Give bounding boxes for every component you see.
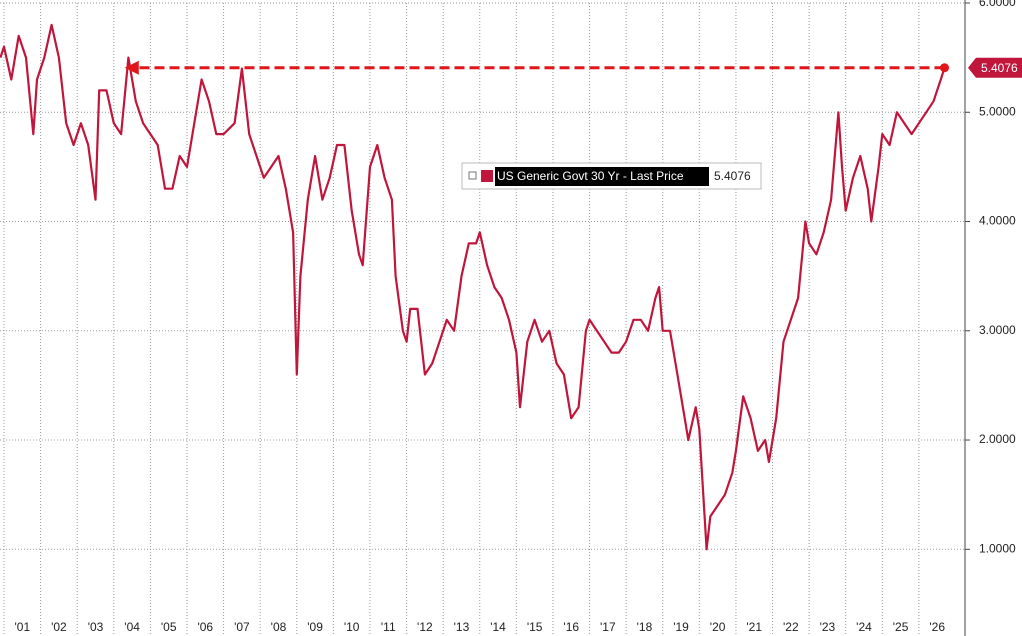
x-tick-label: '15 [527, 620, 543, 634]
legend-name-bg [495, 167, 709, 186]
legend-icon [468, 171, 477, 180]
x-tick-label: '20 [710, 620, 726, 634]
x-tick-label: '02 [51, 620, 67, 634]
y-tick-label: 3.0000 [979, 323, 1016, 337]
x-tick-label: '12 [417, 620, 433, 634]
price-tag-label: 5.4076 [981, 61, 1018, 75]
x-tick-label: '06 [197, 620, 213, 634]
x-tick-label: '05 [161, 620, 177, 634]
arrow-head [124, 60, 139, 75]
y-tick-label: 4.0000 [979, 214, 1016, 228]
x-tick-label: '01 [15, 620, 31, 634]
x-tick-label: '03 [88, 620, 104, 634]
legend: US Generic Govt 30 Yr - Last Price 5.4076 [461, 162, 762, 190]
legend-swatch [481, 170, 493, 182]
x-tick-label: '21 [746, 620, 762, 634]
x-tick-label: '16 [563, 620, 579, 634]
x-tick-label: '07 [234, 620, 250, 634]
x-tick-label: '14 [490, 620, 506, 634]
y-tick-label: 6.0000 [979, 0, 1016, 9]
x-tick-label: '17 [600, 620, 616, 634]
x-tick-label: '11 [381, 620, 396, 634]
price-tag [968, 57, 1022, 78]
legend-name: US Generic Govt 30 Yr - Last Price [497, 169, 684, 183]
x-tick-label: '24 [856, 620, 872, 634]
line [0, 23, 946, 551]
x-tick-label: '19 [673, 620, 689, 634]
x-tick-label: '09 [307, 620, 323, 634]
x-tick-label: '10 [344, 620, 360, 634]
x-tick-label: '23 [820, 620, 836, 634]
x-tick-label: '26 [929, 620, 945, 634]
x-tick-label: '04 [124, 620, 140, 634]
x-tick-label: '18 [637, 620, 653, 634]
x-tick-label: '08 [271, 620, 287, 634]
y-tick-label: 2.0000 [979, 432, 1016, 446]
legend-value: 5.4076 [714, 169, 751, 183]
x-tick-label: '13 [454, 620, 470, 634]
last-point [940, 63, 950, 73]
x-tick-label: '22 [783, 620, 799, 634]
y-tick-label: 5.0000 [979, 104, 1016, 118]
x-tick-label: '25 [893, 620, 909, 634]
y-tick-label: 1.0000 [979, 541, 1016, 555]
